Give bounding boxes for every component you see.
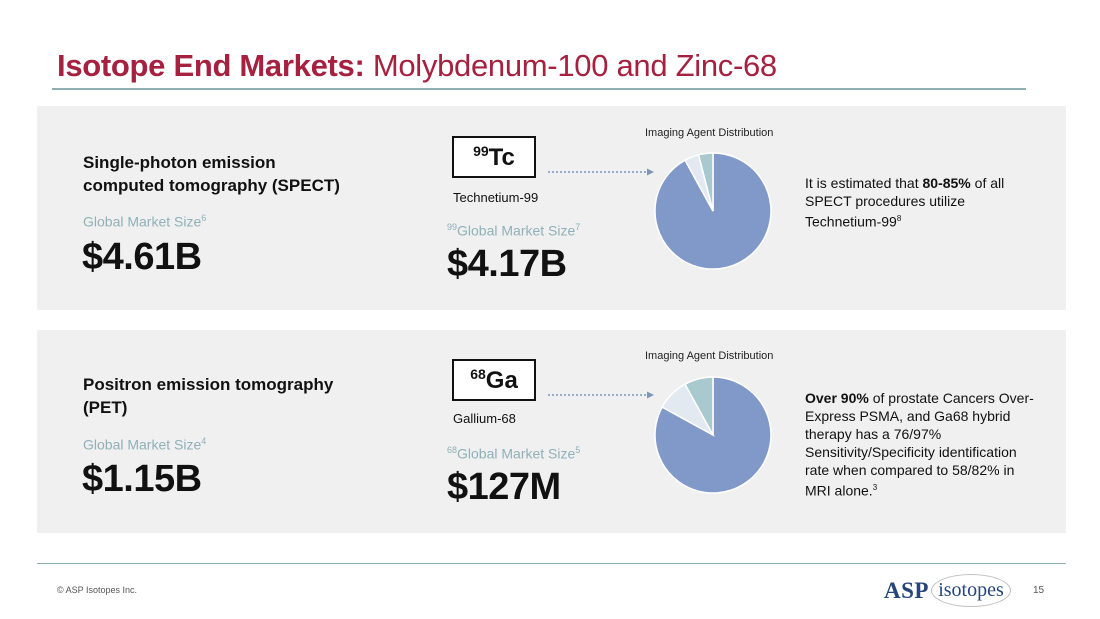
spect-global-market-label: Global Market Size6: [83, 213, 207, 230]
pie-slice-3: [697, 152, 714, 212]
gallium-market-label: 68Global Market Size5: [447, 445, 581, 462]
technetium-market-label: 99Global Market Size7: [447, 222, 581, 239]
pet-global-market-label: Global Market Size4: [83, 436, 207, 453]
logo-isotopes-text: isotopes: [931, 574, 1011, 607]
gallium-name: Gallium-68: [453, 411, 516, 426]
pet-heading: Positron emission tomography (PET): [83, 375, 334, 417]
title-divider: [52, 88, 1026, 90]
pet-panel: Positron emission tomography (PET) Globa…: [37, 330, 1066, 533]
footer-divider: [37, 563, 1066, 564]
spect-panel: Single-photon emission computed tomograp…: [37, 106, 1066, 310]
pet-global-market-value: $1.15B: [82, 458, 202, 500]
page-title: Isotope End Markets: Molybdenum-100 and …: [57, 48, 777, 83]
logo-asp-text: ASP: [884, 578, 929, 603]
arrow-icon: [548, 391, 654, 399]
gallium-symbol-box: 68Ga: [452, 359, 536, 401]
pet-chart-title: Imaging Agent Distribution: [645, 350, 774, 362]
pet-distribution-pie: [654, 376, 772, 494]
gallium-market-value: $127M: [447, 466, 561, 508]
technetium-market-value: $4.17B: [447, 243, 567, 285]
arrow-icon: [548, 168, 654, 176]
spect-global-market-value: $4.61B: [82, 236, 202, 278]
spect-chart-title: Imaging Agent Distribution: [645, 127, 774, 139]
spect-distribution-pie: [654, 152, 772, 270]
spect-heading: Single-photon emission computed tomograp…: [83, 153, 340, 195]
copyright: © ASP Isotopes Inc.: [57, 585, 138, 595]
technetium-name: Technetium-99: [453, 190, 539, 205]
pet-note: Over 90% of prostate Cancers Over-Expres…: [805, 390, 1034, 499]
page-number: 15: [1033, 585, 1045, 596]
spect-note: It is estimated that 80-85% of all SPECT…: [805, 175, 1005, 230]
technetium-symbol-box: 99Tc: [452, 136, 536, 178]
pie-slice-3: [684, 376, 714, 436]
